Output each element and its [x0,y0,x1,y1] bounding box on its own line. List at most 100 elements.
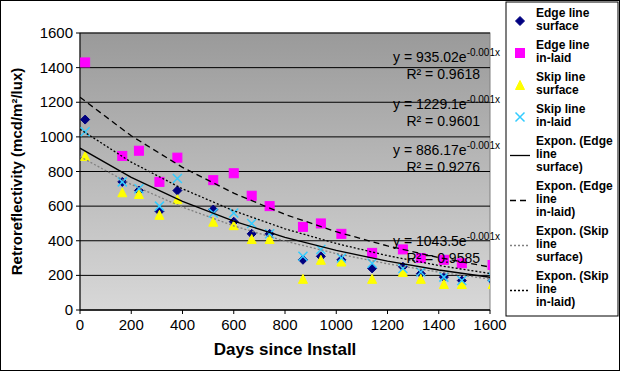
point [81,58,90,67]
legend-label: Edge linein-laid [536,38,590,65]
r-squared: R² = 0.9276 [406,159,480,175]
point [118,177,127,186]
tick-label: 800 [272,316,297,333]
tick-mark [76,67,80,68]
trend-line [80,157,490,279]
point [298,252,307,261]
equation: y = 1229.1e-0.001x [393,94,500,112]
equation: y = 1043.5e-0.001x [393,231,500,249]
point [173,174,182,183]
tick-mark [76,136,80,137]
tick-label: 800 [48,163,73,180]
plot-area [80,33,490,310]
point [229,209,238,218]
legend-label: Expon. (Skiplinein-laid) [536,269,609,309]
legend-swatch [516,49,525,58]
point [134,146,143,155]
point [81,115,90,124]
tick-mark [80,310,81,314]
tick-label: 0 [76,316,84,333]
legend-box [506,2,618,316]
point [134,184,143,193]
tick-label: 1400 [40,59,73,76]
tick-mark [336,310,337,314]
r-squared: R² = 0.9601 [406,113,480,129]
tick-mark [233,310,234,314]
trend-line [80,97,490,267]
point [298,222,307,231]
x-axis [80,310,490,311]
legend-label: Skip linein-laid [536,102,586,129]
grid-line [80,310,490,311]
tick-mark [76,206,80,207]
tick-label: 1000 [320,316,353,333]
legend-swatch [516,113,525,122]
tick-label: 1000 [40,128,73,145]
tick-label: 600 [48,197,73,214]
tick-label: 400 [48,232,73,249]
point [209,217,218,226]
point [368,274,377,283]
point [265,235,274,244]
legend-label: Edge linesurface [536,6,590,33]
r-squared: R² = 0.9585 [406,250,480,266]
grid-line [80,33,490,34]
tick-mark [182,310,183,314]
point [229,169,238,178]
grid-line [80,275,490,276]
point [316,255,325,264]
legend-swatch [510,290,530,291]
tick-label: 1400 [422,316,455,333]
tick-mark [490,310,491,314]
tick-label: 0 [65,301,73,318]
chart: 0 200 400 600 800 1000 1200 1400 1600 0 200 400 600 8… [0,0,620,371]
tick-label: 1200 [40,93,73,110]
tick-mark [387,310,388,314]
point [247,235,256,244]
y-axis [80,33,81,310]
point [368,248,377,257]
point [173,153,182,162]
tick-mark [131,310,132,314]
x-axis-title: Days since Install [214,340,357,359]
tick-mark [76,102,80,103]
legend-swatch [516,17,525,26]
equation: y = 935.02e-0.001x [393,47,500,65]
point [134,190,143,199]
point [488,260,490,269]
legend-label: Expon. (Edgelinesurface) [536,134,613,174]
legend: Edge linesurface Edge linein-laid Skip lin… [506,2,618,316]
point [209,176,218,185]
tick-mark [76,275,80,276]
point [368,264,377,273]
tick-mark [76,310,80,311]
tick-label: 400 [170,316,195,333]
point [457,276,466,285]
legend-swatch [510,155,530,156]
tick-label: 200 [119,316,144,333]
point [155,202,164,211]
trend-line [80,129,490,273]
point [118,188,127,197]
point [247,191,256,200]
tick-label: 200 [48,266,73,283]
point [298,274,307,283]
grid-line [80,206,490,207]
tick-label: 1200 [371,316,404,333]
r-squared: R² = 0.9618 [406,66,480,82]
tick-mark [438,310,439,314]
tick-mark [76,240,80,241]
legend-label: Expon. (Skiplinesurface) [536,224,609,264]
tick-label: 600 [221,316,246,333]
legend-swatch [516,81,525,90]
tick-label: 1600 [473,316,506,333]
point [118,177,127,186]
point [337,229,346,238]
tick-mark [285,310,286,314]
legend-label: Skip linesurface [536,70,586,97]
legend-swatch [510,200,530,201]
legend-label: Expon. (Edgelinein-laid) [536,179,613,219]
equation: y = 886.17e-0.001x [393,140,500,158]
point [439,273,448,282]
tick-mark [76,33,80,34]
